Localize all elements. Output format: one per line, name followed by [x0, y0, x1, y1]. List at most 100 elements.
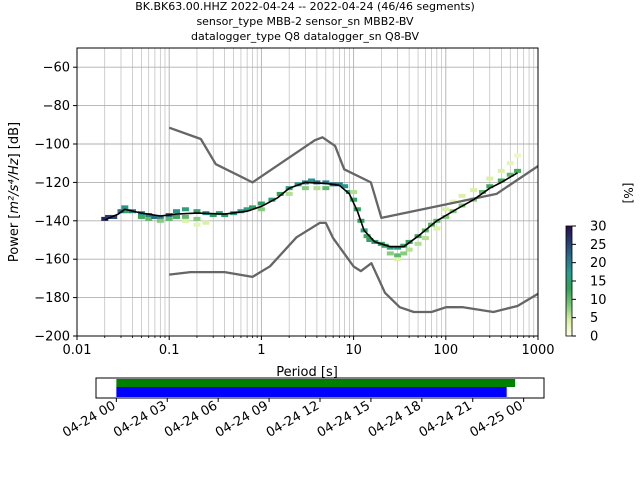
x-tick-label: 0.1	[159, 343, 180, 358]
colorbar-tick-label: 15	[590, 275, 607, 290]
x-tick-label: 10	[345, 343, 362, 358]
psd-cell	[301, 186, 309, 191]
psd-cell	[193, 216, 201, 221]
psd-cell	[363, 234, 371, 239]
psd-cell	[394, 245, 402, 250]
colorbar-tick-label: 5	[590, 311, 598, 326]
psd-cell	[478, 190, 486, 194]
colorbar-ticks: 0 5 10 15 20 25 30	[572, 220, 607, 345]
title-line-3: datalogger_type Q8 datalogger_sn Q8-BV	[191, 30, 419, 43]
coverage-tick-label: 04-24 15	[315, 398, 373, 440]
x-tick-label: 1000	[521, 343, 554, 358]
psd-cell	[394, 253, 402, 258]
psd-cell	[110, 214, 118, 219]
y-tick-label: −160	[34, 253, 70, 268]
x-tick-label: 0.01	[63, 343, 92, 358]
psd-cell	[173, 209, 181, 214]
psd-cell	[181, 218, 189, 223]
psd-cell	[322, 180, 330, 185]
psd-cell	[366, 238, 374, 242]
title-line-1: BK.BK63.00.HHZ 2022-04-24 -- 2022-04-24 …	[135, 0, 475, 13]
x-tick-label: 100	[433, 343, 458, 358]
psd-cell	[193, 209, 201, 214]
psd-cell	[308, 178, 316, 183]
coverage-tick-label: 04-25 00	[468, 398, 526, 440]
x-axis-label: Period [s]	[276, 365, 338, 380]
plot-frame	[76, 47, 539, 337]
psd-cell	[121, 205, 129, 210]
y-tick-label: −140	[34, 214, 70, 229]
coverage-tick-label: 04-24 09	[213, 398, 271, 440]
psd-cell	[145, 216, 153, 221]
psd-cell	[442, 214, 450, 219]
grid	[76, 48, 538, 337]
psd-cell	[386, 251, 394, 256]
psd-cell	[486, 184, 494, 189]
psd-cell	[105, 214, 113, 219]
psd-cell	[221, 213, 229, 218]
psd-cell	[394, 257, 402, 262]
psd-cell	[497, 178, 505, 183]
psd-cell	[209, 213, 217, 218]
coverage-tick-label: 04-24 00	[60, 398, 118, 440]
psd-cell	[173, 214, 181, 219]
title-line-2: sensor_type MBB-2 sensor_sn MBB2-BV	[196, 15, 414, 28]
psd-cell	[449, 199, 457, 204]
x-axis-ticks: 0.01 0.1 1 10 100 1000	[63, 336, 555, 358]
coverage-tick-label: 04-24 21	[417, 398, 475, 440]
psd-cell	[506, 161, 514, 166]
psd-cell	[181, 214, 189, 219]
y-tick-label: −180	[34, 291, 70, 306]
psd-cell	[341, 184, 349, 189]
psd-cell	[400, 251, 408, 256]
y-tick-label: −60	[43, 61, 70, 76]
psd-cell	[257, 201, 265, 206]
coverage-tick-label: 04-24 03	[111, 398, 169, 440]
psd-cell	[433, 226, 441, 231]
x-tick-label: 1	[257, 343, 265, 358]
psd-cell	[156, 214, 164, 219]
psd-cell	[458, 193, 466, 198]
psd-cell	[350, 197, 358, 202]
y-axis-ticks: −60 −80 −100 −120 −140 −160 −180 −200	[34, 61, 77, 345]
psd-cell	[257, 207, 265, 212]
colorbar-tick-label: 20	[590, 256, 607, 271]
colorbar-gradient	[565, 225, 573, 337]
psd-cell	[470, 188, 478, 193]
psd-cell	[243, 207, 251, 212]
psd-cell	[313, 186, 321, 191]
colorbar-label: [%]	[621, 183, 635, 204]
colorbar: 0 5 10 15 20 25 30 [%]	[565, 183, 635, 345]
psd-cell	[405, 247, 413, 252]
colorbar-tick-label: 30	[590, 220, 607, 235]
psd-cell	[193, 222, 201, 227]
noise-models	[168, 126, 538, 314]
psd-cell	[276, 191, 284, 196]
coverage-tick-label: 04-24 06	[162, 398, 220, 440]
chart-title: BK.BK63.00.HHZ 2022-04-24 -- 2022-04-24 …	[135, 0, 475, 43]
colorbar-tick-label: 25	[590, 238, 607, 253]
psd-cell	[248, 205, 256, 210]
psd-cell	[350, 190, 358, 194]
y-tick-label: −200	[34, 330, 70, 345]
psd-cell	[442, 207, 450, 212]
psd-cell	[514, 153, 522, 158]
psd-cell	[497, 168, 505, 173]
mean-psd	[104, 172, 518, 248]
y-tick-label: −80	[43, 99, 70, 114]
coverage-bar-blue	[116, 387, 507, 397]
psd-cell	[386, 245, 394, 250]
psd-cell	[156, 218, 164, 223]
psd-cell	[268, 197, 276, 202]
psd-cell	[353, 207, 361, 212]
coverage-tick-label: 04-24 18	[366, 398, 424, 440]
coverage-bar-green	[116, 379, 516, 387]
psd-histogram	[101, 153, 522, 262]
colorbar-tick-label: 0	[590, 330, 598, 345]
psd-cell	[414, 241, 422, 246]
colorbar-tick-label: 10	[590, 293, 607, 308]
y-tick-label: −120	[34, 176, 70, 191]
